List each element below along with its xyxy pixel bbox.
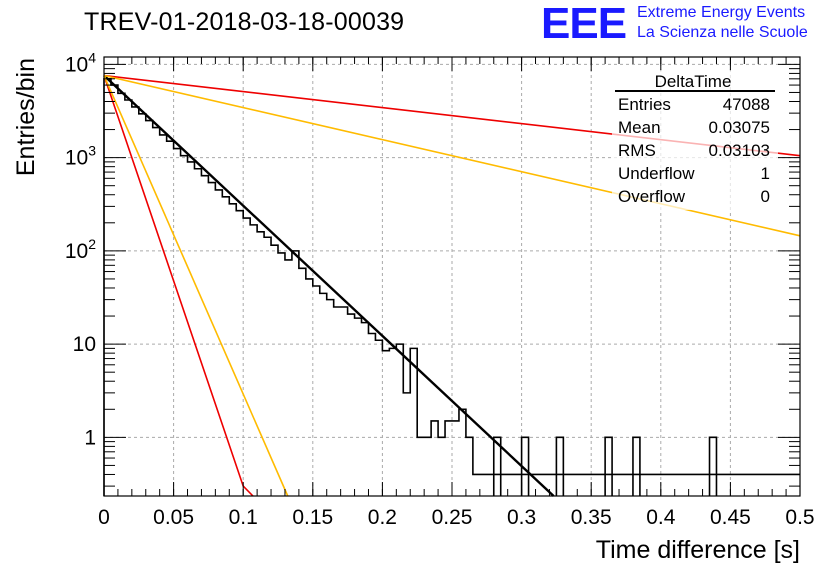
- stats-row-label: Mean: [618, 118, 661, 137]
- histogram-spike: [555, 436, 565, 496]
- logo-line-2: La Scienza nelle Scuole: [637, 24, 808, 41]
- x-tick-label: 0.45: [710, 506, 751, 529]
- y-axis-label: Entries/bin: [12, 58, 40, 176]
- histogram-spike: [604, 436, 613, 496]
- chart-title: TREV-01-2018-03-18-00039: [84, 8, 405, 36]
- y-tick-label: 103: [65, 143, 96, 170]
- x-tick-label: 0.35: [571, 506, 612, 529]
- eee-logo: EEE: [541, 0, 627, 48]
- stats-row-label: Entries: [618, 95, 671, 114]
- x-tick-label: 0.3: [507, 506, 536, 529]
- stats-row-label: Overflow: [618, 187, 686, 206]
- stats-row-label: Underflow: [618, 164, 695, 183]
- histogram-spike: [492, 436, 502, 496]
- histogram-spike: [632, 436, 641, 496]
- x-tick-label: 0.2: [368, 506, 397, 529]
- y-tick-label: 1: [84, 426, 96, 449]
- axes: 0 0.05 0.1 0.15 0.2 0.25 0.3 0.35 0.4 0.45 0.51101…: [65, 49, 815, 529]
- histogram-outline: [103, 78, 800, 496]
- logo-line-1: Extreme Energy Events: [637, 4, 806, 21]
- stats-row-value: 0.03075: [709, 118, 770, 137]
- y-tick-label: 10: [73, 333, 96, 356]
- fit-curve: [103, 75, 254, 497]
- x-tick-label: 0.4: [646, 506, 676, 529]
- x-axis-label: Time difference [s]: [596, 536, 800, 564]
- grid: [104, 57, 800, 496]
- stats-row-value: 0: [761, 187, 770, 206]
- stats-row-label: RMS: [618, 141, 656, 160]
- x-tick-label: 0: [98, 506, 110, 529]
- y-tick-label: 102: [65, 236, 96, 263]
- stats-row-value: 47088: [723, 95, 770, 114]
- stats-row-value: 1: [761, 164, 770, 183]
- x-tick-label: 0.15: [292, 506, 333, 529]
- stats-box-bg: [612, 70, 778, 210]
- x-tick-label: 0.25: [432, 506, 473, 529]
- stats-box: DeltaTime Entries 47088 Mean 0.03075 RMS 0.031…: [612, 70, 778, 210]
- histogram: [103, 78, 800, 496]
- x-tick-label: 0.5: [785, 506, 814, 529]
- y-tick-label: 104: [65, 49, 96, 76]
- histogram-spike: [708, 436, 718, 496]
- fit-curve: [103, 74, 555, 497]
- x-tick-label: 0.1: [229, 506, 258, 529]
- stats-row-value: 0.03103: [709, 141, 770, 160]
- x-tick-label: 0.05: [153, 506, 194, 529]
- fit-curve: [103, 75, 289, 497]
- stats-box-name: DeltaTime: [655, 72, 732, 91]
